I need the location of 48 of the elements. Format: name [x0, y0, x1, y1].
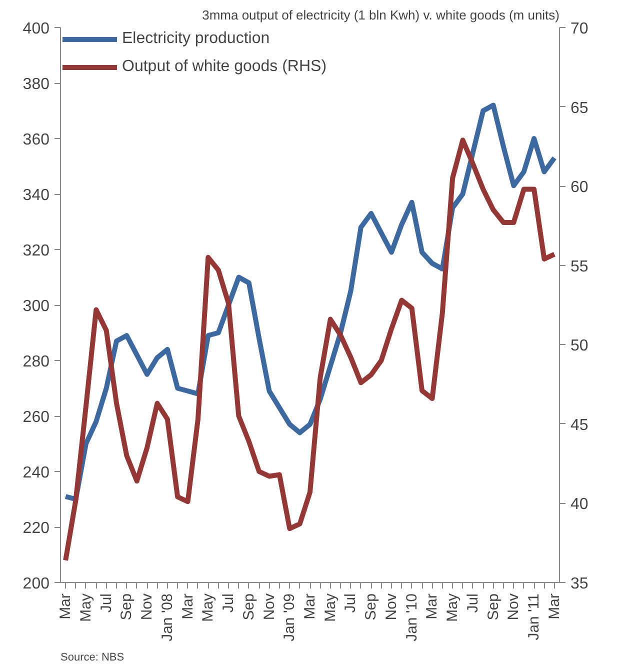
x-tick-label: Jan '08 — [158, 593, 176, 642]
x-tick-label: May — [77, 593, 94, 622]
x-tick-label: Mar — [179, 593, 196, 620]
x-tick-label: Nov — [260, 593, 278, 620]
x-tick-label: Nov — [382, 593, 400, 620]
x-tick-label: Nov — [505, 593, 522, 620]
y2-tick-label: 45 — [570, 416, 588, 434]
y-tick-label: 380 — [22, 76, 50, 93]
x-tick-label: Jul — [342, 593, 360, 613]
y-tick-label: 260 — [22, 409, 50, 426]
y-tick-label: 240 — [22, 464, 50, 482]
x-tick-label: Jul — [220, 593, 238, 613]
y2-tick-label: 55 — [570, 258, 588, 276]
y-tick-label: 320 — [22, 242, 50, 260]
legend-label: Electricity production — [122, 30, 270, 48]
legend-label: Output of white goods (RHS) — [122, 58, 327, 76]
x-tick-label: Sep — [484, 593, 502, 620]
x-tick-label: Sep — [362, 593, 380, 620]
x-tick-label: Mar — [57, 593, 74, 620]
y-tick-label: 360 — [22, 132, 50, 148]
y-tick-label: 200 — [22, 576, 50, 592]
y2-tick-label: 50 — [570, 338, 588, 355]
y-tick-label: 280 — [22, 354, 50, 370]
x-tick-label: Jul — [464, 593, 482, 613]
y2-tick-label: 40 — [570, 496, 588, 514]
x-tick-label: Mar — [302, 593, 318, 620]
x-tick-label: Jan '11 — [526, 593, 543, 640]
x-tick-label: Jan '09 — [281, 593, 298, 642]
x-tick-label: Jul — [98, 593, 115, 613]
y2-tick-label: 65 — [570, 100, 588, 117]
y-tick-label: 340 — [22, 187, 50, 204]
x-tick-label: May — [322, 593, 339, 622]
x-tick-label: Jan '10 — [403, 593, 420, 642]
y2-tick-label: 70 — [570, 20, 588, 38]
x-tick-label: May — [444, 593, 462, 622]
x-tick-label: Mar — [546, 593, 563, 620]
y-tick-label: 300 — [22, 298, 50, 315]
y-tick-label: 220 — [22, 520, 50, 537]
x-tick-label: Mar — [424, 593, 441, 620]
y2-tick-label: 60 — [570, 179, 588, 196]
chart-title: 3mma output of electricity (1 bln Kwh) v. white goods (m units) — [202, 8, 560, 22]
source-note: Source: NBS — [60, 652, 124, 664]
x-tick-label: Nov — [138, 593, 156, 620]
y-tick-label: 400 — [22, 20, 50, 38]
x-tick-label: May — [200, 593, 217, 622]
y2-tick-label: 35 — [570, 576, 588, 592]
x-tick-label: Sep — [240, 593, 258, 620]
x-tick-label: Sep — [118, 593, 136, 620]
